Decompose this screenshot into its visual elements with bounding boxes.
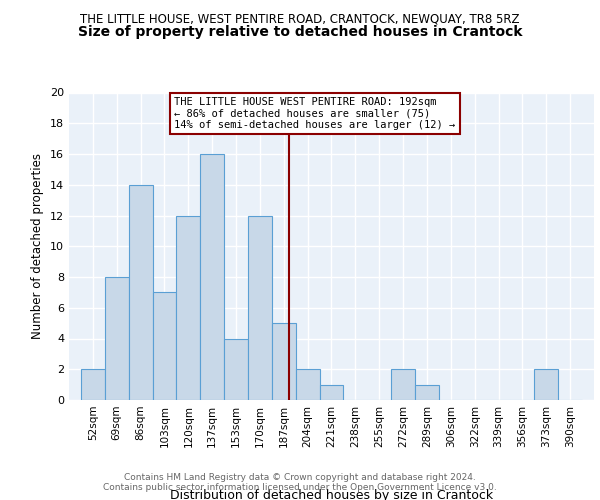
- Bar: [391, 369, 415, 400]
- Bar: [320, 384, 343, 400]
- Text: Contains HM Land Registry data © Crown copyright and database right 2024.
Contai: Contains HM Land Registry data © Crown c…: [103, 473, 497, 492]
- Bar: [248, 216, 272, 400]
- Bar: [535, 369, 558, 400]
- Bar: [200, 154, 224, 400]
- Text: THE LITTLE HOUSE WEST PENTIRE ROAD: 192sqm
← 86% of detached houses are smaller : THE LITTLE HOUSE WEST PENTIRE ROAD: 192s…: [174, 97, 455, 130]
- Bar: [415, 384, 439, 400]
- Bar: [105, 277, 128, 400]
- X-axis label: Distribution of detached houses by size in Crantock: Distribution of detached houses by size …: [170, 488, 493, 500]
- Bar: [81, 369, 105, 400]
- Bar: [128, 184, 152, 400]
- Y-axis label: Number of detached properties: Number of detached properties: [31, 153, 44, 339]
- Bar: [224, 338, 248, 400]
- Bar: [272, 323, 296, 400]
- Bar: [296, 369, 320, 400]
- Text: Size of property relative to detached houses in Crantock: Size of property relative to detached ho…: [78, 25, 522, 39]
- Text: THE LITTLE HOUSE, WEST PENTIRE ROAD, CRANTOCK, NEWQUAY, TR8 5RZ: THE LITTLE HOUSE, WEST PENTIRE ROAD, CRA…: [80, 12, 520, 26]
- Bar: [152, 292, 176, 400]
- Bar: [176, 216, 200, 400]
